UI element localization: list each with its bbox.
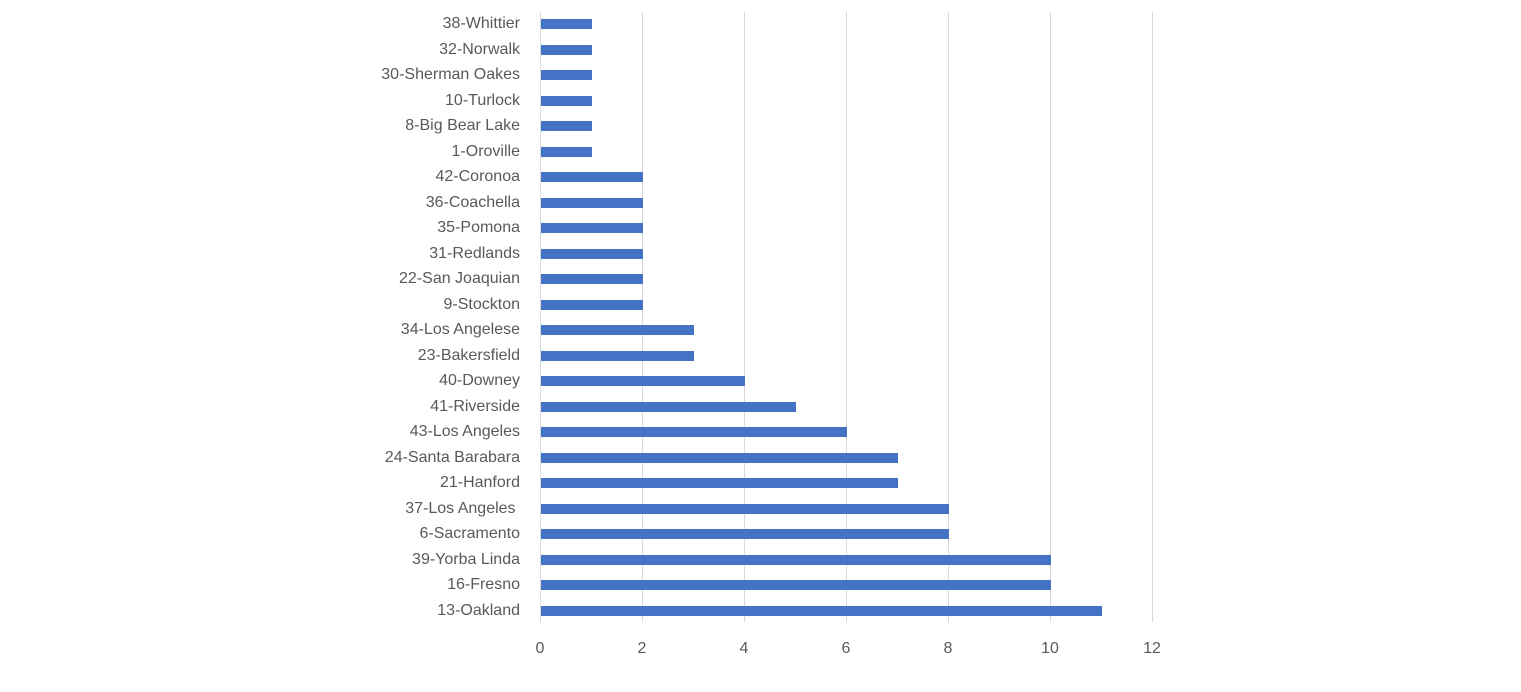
bar bbox=[541, 453, 898, 463]
x-tick-label: 2 bbox=[637, 640, 647, 657]
category-label: 13-Oakland bbox=[437, 601, 520, 619]
category-label: 38-Whittier bbox=[442, 15, 520, 32]
bar bbox=[541, 504, 949, 514]
category-label: 43-Los Angeles bbox=[409, 423, 520, 440]
bar bbox=[541, 19, 592, 29]
category-label: 8-Big Bear Lake bbox=[405, 117, 520, 134]
category-label: 22-San Joaquian bbox=[399, 270, 520, 287]
bar bbox=[541, 274, 643, 284]
category-label: 9-Stockton bbox=[443, 295, 520, 313]
bar bbox=[541, 223, 643, 233]
gridline bbox=[846, 12, 847, 622]
bar bbox=[541, 121, 592, 131]
category-label: 6-Sacramento bbox=[419, 525, 521, 542]
category-label: 36-Coachella bbox=[425, 193, 520, 211]
bar bbox=[541, 555, 1051, 565]
category-label: 39-Yorba Linda bbox=[412, 550, 520, 568]
category-label: 42-Coronoa bbox=[435, 168, 521, 185]
category-label: 23-Bakersfield bbox=[417, 346, 520, 364]
x-tick-label: 12 bbox=[1143, 640, 1161, 657]
gridline bbox=[540, 12, 541, 622]
category-label: 34-Los Angelese bbox=[400, 321, 520, 338]
x-tick-label: 4 bbox=[739, 640, 749, 657]
category-label: 32-Norwalk bbox=[439, 40, 520, 58]
bar bbox=[541, 325, 694, 335]
gridline bbox=[744, 12, 745, 622]
category-label: 41-Riverside bbox=[430, 397, 520, 415]
bar bbox=[541, 376, 745, 386]
bar bbox=[541, 96, 592, 106]
gridline bbox=[948, 12, 949, 622]
bar bbox=[541, 147, 592, 157]
bar bbox=[541, 478, 898, 488]
gridline bbox=[1050, 12, 1051, 622]
x-tick-label: 10 bbox=[1041, 640, 1059, 657]
bar bbox=[541, 402, 796, 412]
bar bbox=[541, 351, 694, 361]
x-tick-label: 0 bbox=[535, 640, 545, 657]
bar bbox=[541, 249, 643, 259]
bar bbox=[541, 172, 643, 182]
bar bbox=[541, 70, 592, 80]
category-label: 16-Fresno bbox=[447, 576, 520, 593]
category-label: 30-Sherman Oakes bbox=[381, 66, 520, 83]
bar bbox=[541, 606, 1102, 616]
category-label: 35-Pomona bbox=[437, 219, 520, 236]
category-label: 37-Los Angeles bbox=[405, 499, 520, 517]
gridline bbox=[642, 12, 643, 622]
gridline bbox=[1152, 12, 1153, 622]
category-label: 1-Oroville bbox=[451, 142, 520, 160]
bar bbox=[541, 427, 847, 437]
x-tick-label: 6 bbox=[841, 640, 851, 657]
category-label: 10-Turlock bbox=[445, 91, 520, 109]
category-label: 40-Downey bbox=[439, 372, 520, 389]
bar bbox=[541, 45, 592, 55]
bar bbox=[541, 580, 1051, 590]
category-label: 24-Santa Barabara bbox=[384, 448, 520, 466]
x-tick-label: 8 bbox=[943, 640, 953, 657]
bar bbox=[541, 300, 643, 310]
category-label: 31-Redlands bbox=[429, 244, 520, 262]
bar bbox=[541, 198, 643, 208]
category-label: 21-Hanford bbox=[439, 474, 520, 491]
bar bbox=[541, 529, 949, 539]
